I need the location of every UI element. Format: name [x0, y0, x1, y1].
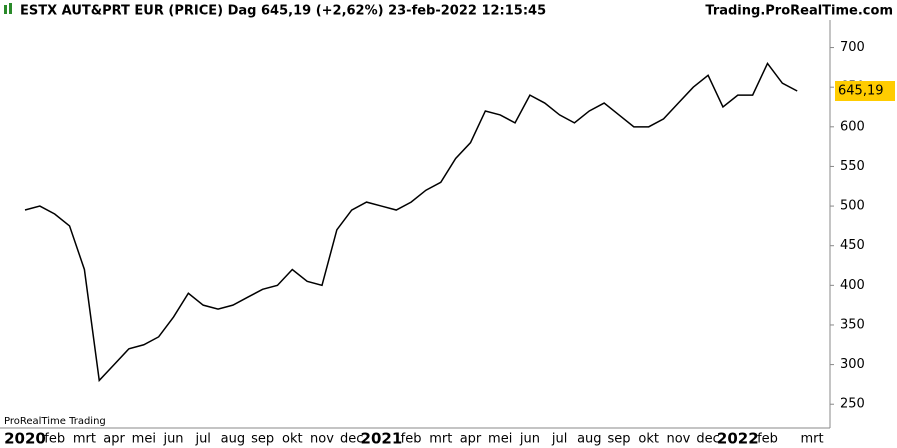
x-tick-label: 2021 — [361, 430, 403, 448]
x-tick-label: nov — [310, 432, 334, 447]
x-tick-label: 2020 — [4, 430, 46, 448]
x-tick-label: mrt — [73, 432, 96, 447]
y-tick-label: 300 — [840, 357, 865, 372]
y-tick-label: 500 — [840, 199, 865, 214]
watermark: ProRealTime Trading — [4, 416, 106, 427]
x-tick-label: jul — [551, 432, 567, 447]
x-tick-label: mrt — [800, 432, 823, 447]
x-tick-label: okt — [638, 432, 659, 447]
y-tick-label: 700 — [840, 40, 865, 55]
x-tick-label: feb — [401, 432, 422, 447]
x-tick-label: okt — [282, 432, 303, 447]
x-tick-label: feb — [44, 432, 65, 447]
x-tick-label: dec — [696, 432, 719, 447]
price-line — [24, 61, 798, 383]
y-tick-label: 450 — [840, 238, 865, 253]
x-tick-label: mei — [132, 432, 156, 447]
y-tick-label: 600 — [840, 119, 865, 134]
y-tick-label: 350 — [840, 317, 865, 332]
x-tick-label: sep — [251, 432, 274, 447]
x-tick-label: dec — [340, 432, 363, 447]
x-tick-label: mrt — [429, 432, 452, 447]
x-tick-label: aug — [221, 432, 245, 447]
logo-icon — [4, 5, 7, 14]
x-tick-label: apr — [103, 432, 125, 447]
chart-title: ESTX AUT&PRT EUR (PRICE) Dag 645,19 (+2,… — [20, 4, 546, 19]
x-tick-label: jun — [162, 432, 183, 447]
logo-icon — [9, 3, 12, 14]
y-tick-label: 400 — [840, 278, 865, 293]
x-tick-label: mei — [488, 432, 512, 447]
x-tick-label: apr — [460, 432, 482, 447]
last-price-label: 645,19 — [838, 83, 884, 98]
x-tick-label: jun — [519, 432, 540, 447]
x-tick-label: 2022 — [717, 430, 759, 448]
x-tick-label: aug — [577, 432, 601, 447]
x-tick-label: feb — [757, 432, 778, 447]
last-price-box — [835, 80, 895, 101]
y-tick-label: 250 — [840, 397, 865, 412]
x-tick-label: sep — [607, 432, 630, 447]
y-tick-label: 550 — [840, 159, 865, 174]
x-tick-label: jul — [194, 432, 210, 447]
x-tick-label: nov — [666, 432, 690, 447]
source: Trading.ProRealTime.com — [705, 4, 893, 19]
